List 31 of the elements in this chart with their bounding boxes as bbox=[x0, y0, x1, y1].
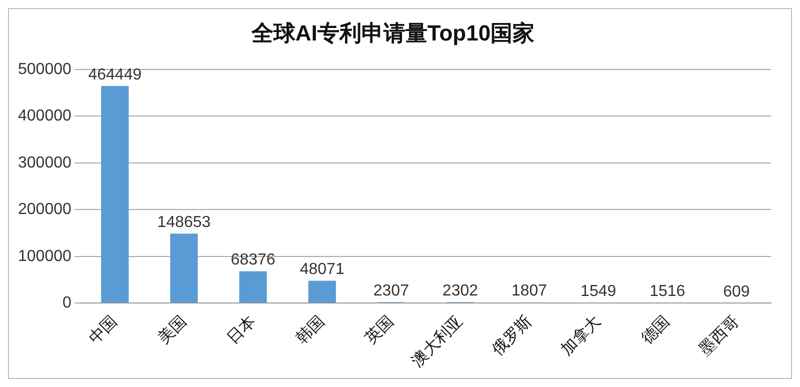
x-tick-label: 美国 bbox=[154, 312, 190, 348]
bar bbox=[101, 86, 129, 303]
chart-title: 全球AI专利申请量Top10国家 bbox=[250, 20, 535, 46]
x-tick-label: 加拿大 bbox=[558, 312, 604, 359]
data-label: 2307 bbox=[373, 282, 410, 300]
data-label: 48071 bbox=[300, 261, 344, 278]
data-label: 464449 bbox=[88, 66, 142, 84]
x-tick-label: 英国 bbox=[362, 312, 398, 348]
data-label: 1549 bbox=[580, 282, 616, 300]
x-tick-label: 德国 bbox=[638, 312, 674, 348]
data-label: 148653 bbox=[157, 214, 211, 232]
data-label: 2302 bbox=[442, 282, 478, 300]
bar bbox=[308, 280, 336, 303]
x-tick-label: 中国 bbox=[86, 312, 121, 348]
data-label: 609 bbox=[723, 283, 750, 300]
y-tick-label: 0 bbox=[62, 294, 72, 312]
data-label: 1516 bbox=[650, 282, 686, 300]
data-label: 1807 bbox=[511, 282, 548, 300]
bar bbox=[239, 271, 267, 303]
bar bbox=[170, 234, 198, 303]
data-label: 68376 bbox=[230, 252, 276, 269]
y-tick-label: 200000 bbox=[18, 201, 72, 218]
x-tick-label: 墨西哥 bbox=[696, 312, 742, 359]
x-tick-label: 日本 bbox=[224, 312, 259, 348]
y-tick-label: 500000 bbox=[18, 60, 72, 78]
y-tick-label: 300000 bbox=[18, 154, 72, 172]
x-tick-label: 俄罗斯 bbox=[488, 312, 536, 359]
x-tick-label: 韩国 bbox=[292, 312, 328, 348]
x-tick-label: 澳大利亚 bbox=[408, 312, 466, 370]
y-tick-label: 400000 bbox=[18, 108, 72, 125]
y-tick-label: 100000 bbox=[18, 248, 72, 265]
